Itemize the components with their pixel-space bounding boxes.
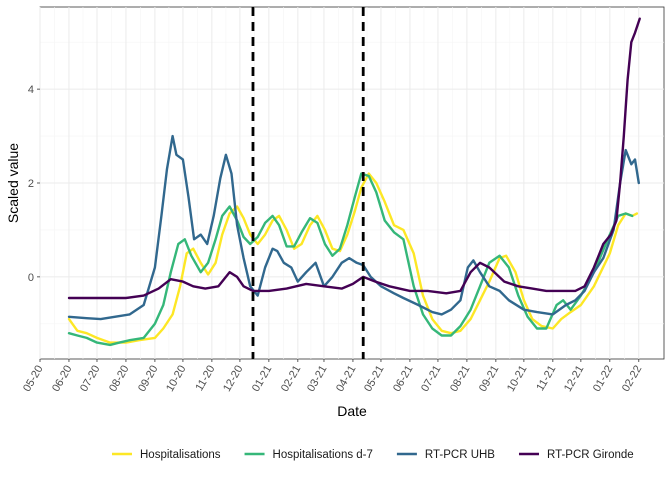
x-tick-label: 06-21 bbox=[391, 364, 415, 394]
x-tick-label: 08-21 bbox=[448, 364, 472, 394]
legend: Hospitalisations Hospitalisations d-7 RT-P… bbox=[112, 449, 634, 461]
y-tick-label: 2 bbox=[28, 178, 34, 190]
x-tick-label: 11-20 bbox=[193, 364, 217, 394]
x-tick-label: 09-21 bbox=[477, 364, 501, 394]
y-axis-title: Scaled value bbox=[5, 143, 21, 223]
legend-label: Hospitalisations bbox=[140, 449, 221, 461]
x-tick-label: 10-21 bbox=[505, 364, 529, 394]
series-line bbox=[67, 134, 640, 321]
x-axis: 05-20 06-20 07-20 08-20 09-20 10-20 11-20 12-20… bbox=[21, 359, 644, 394]
y-tick-label: 0 bbox=[28, 272, 34, 284]
legend-label: RT-PCR UHB bbox=[425, 449, 495, 461]
x-tick-label: 01-22 bbox=[591, 364, 615, 394]
x-tick-label: 08-20 bbox=[107, 364, 131, 394]
x-tick-label: 02-22 bbox=[620, 364, 644, 394]
x-tick-label: 10-20 bbox=[164, 364, 188, 394]
series-line bbox=[67, 172, 639, 344]
x-tick-label: 01-21 bbox=[250, 364, 274, 394]
x-tick-label: 07-20 bbox=[78, 364, 102, 394]
x-tick-label: 09-20 bbox=[136, 364, 160, 394]
x-tick-label: 02-21 bbox=[279, 364, 303, 394]
x-tick-label: 06-20 bbox=[50, 364, 74, 394]
x-tick-label: 03-21 bbox=[305, 364, 329, 394]
x-tick-label: 04-21 bbox=[334, 364, 358, 394]
y-tick-label: 4 bbox=[28, 84, 34, 96]
legend-label: Hospitalisations d-7 bbox=[273, 449, 373, 461]
x-tick-label: 05-20 bbox=[21, 364, 45, 394]
vline-layer bbox=[251, 7, 365, 359]
x-axis-title: Date bbox=[337, 403, 367, 419]
y-axis: 0 2 4 bbox=[28, 84, 40, 284]
series-line bbox=[67, 17, 641, 300]
series-line bbox=[67, 172, 634, 347]
x-tick-label: 12-21 bbox=[562, 364, 586, 394]
x-tick-label: 12-20 bbox=[221, 364, 245, 394]
legend-label: RT-PCR Gironde bbox=[547, 449, 634, 461]
x-tick-label: 05-21 bbox=[362, 364, 386, 394]
grid-major bbox=[39, 7, 664, 359]
x-tick-label: 07-21 bbox=[419, 364, 443, 394]
series-layer bbox=[67, 17, 641, 347]
x-tick-label: 11-21 bbox=[534, 364, 558, 394]
